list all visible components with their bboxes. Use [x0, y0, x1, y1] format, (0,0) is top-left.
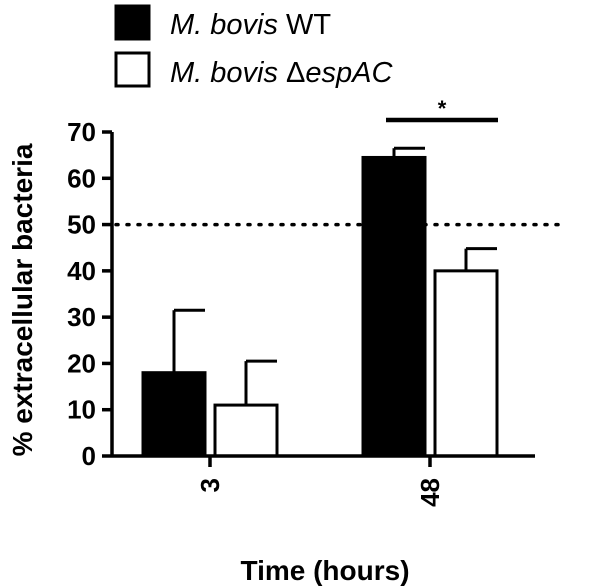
y-tick-label: 10: [67, 395, 96, 425]
y-tick-label: 70: [67, 117, 96, 147]
bar-espac-48: [433, 269, 499, 458]
legend-swatch-espac: [114, 51, 151, 88]
error-bar-espac-3: [244, 359, 277, 406]
y-tick-label: 40: [67, 256, 96, 286]
bar-wt-48: [361, 155, 427, 458]
legend-swatch-wt: [114, 4, 151, 41]
error-bar-espac-48: [464, 247, 497, 271]
y-axis-title: % extracellular bacteria: [7, 143, 38, 456]
legend: M. bovis WT M. bovis ΔespAC: [114, 4, 394, 89]
significance-label: *: [438, 96, 447, 121]
y-tick-label: 20: [67, 348, 96, 378]
x-tick-label: 3: [195, 478, 225, 492]
y-tick-label: 60: [67, 163, 96, 193]
error-bar-wt-3: [172, 308, 205, 373]
bar-wt-3: [141, 371, 207, 458]
x-axis-title: Time (hours): [240, 555, 409, 586]
legend-label-espac: M. bovis ΔespAC: [170, 57, 394, 89]
y-tick-label: 30: [67, 302, 96, 332]
x-tick-label: 48: [415, 478, 445, 507]
y-tick-label: 0: [82, 441, 96, 471]
legend-label-wt: M. bovis WT: [170, 9, 331, 41]
bar-espac-3: [213, 403, 279, 458]
error-bar-wt-48: [392, 146, 425, 158]
y-tick-label: 50: [67, 210, 96, 240]
plot-area: 0 10 20 30 40 50 60 70 3 48 *: [67, 96, 567, 507]
